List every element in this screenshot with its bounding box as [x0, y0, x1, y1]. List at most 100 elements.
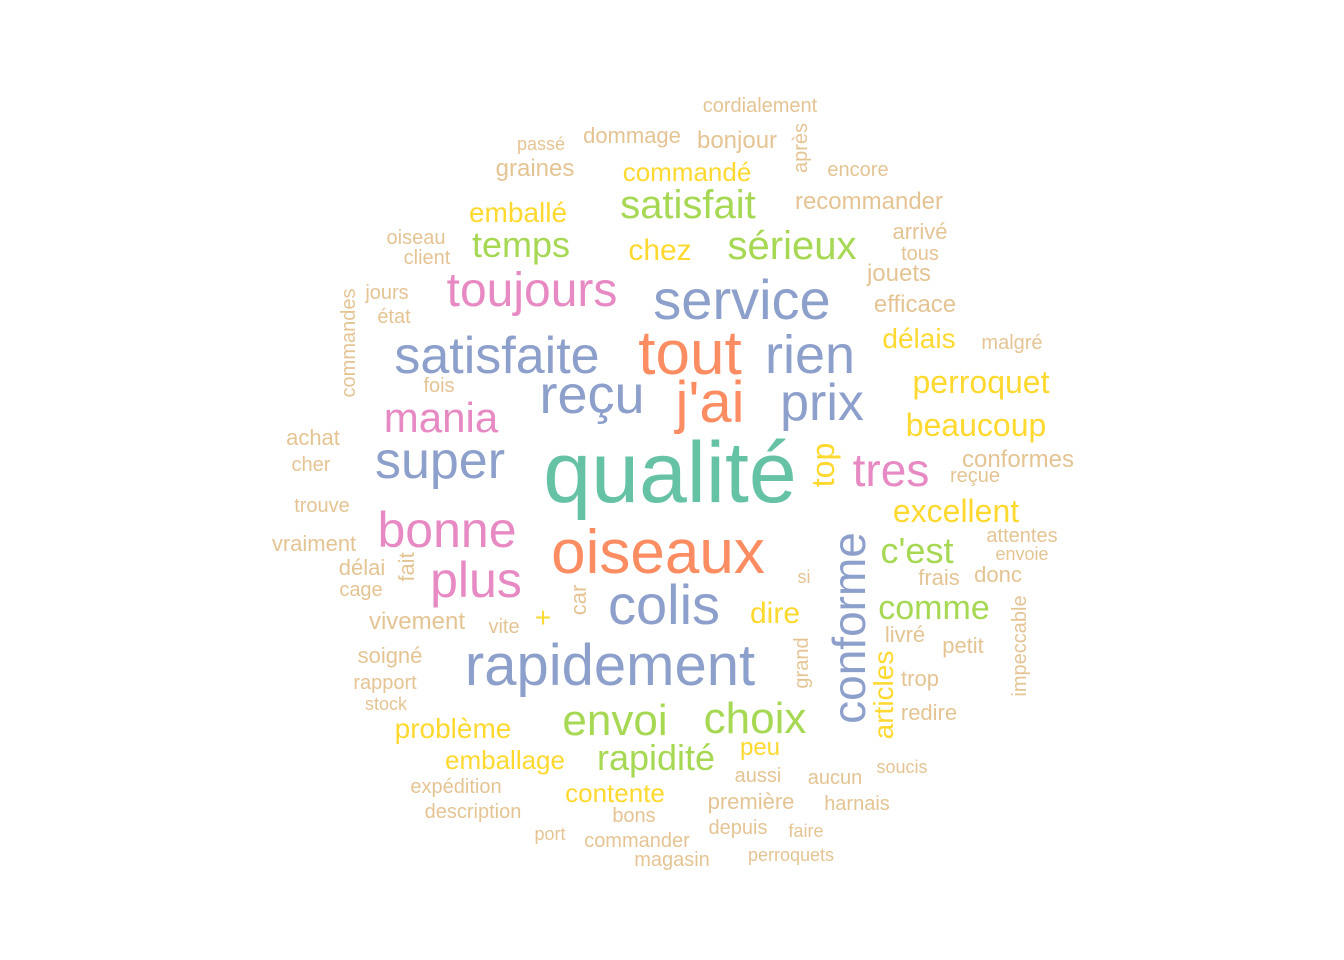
- word-51: client: [404, 247, 451, 269]
- word-4: j'ai: [673, 370, 744, 435]
- word-27: top: [805, 443, 841, 487]
- word-64: reçue: [950, 465, 1000, 487]
- word-37: emballage: [445, 745, 565, 775]
- word-71: cage: [339, 579, 382, 601]
- word-77: vite: [488, 616, 519, 638]
- word-87: aussi: [735, 765, 782, 787]
- word-78: impeccable: [1009, 595, 1031, 696]
- word-52: arrivé: [892, 219, 947, 244]
- word-32: dire: [750, 597, 800, 630]
- word-53: tous: [901, 243, 939, 265]
- word-43: passé: [517, 134, 565, 154]
- word-65: trouve: [294, 495, 350, 517]
- word-31: problème: [395, 713, 512, 744]
- word-66: attentes: [986, 525, 1057, 547]
- word-91: première: [708, 789, 795, 814]
- word-17: mania: [384, 394, 499, 441]
- word-21: satisfait: [620, 183, 756, 227]
- word-70: délai: [339, 555, 385, 580]
- word-67: envoie: [995, 544, 1048, 564]
- word-45: bonjour: [697, 127, 777, 154]
- word-8: service: [653, 268, 830, 331]
- word-100: perroquets: [748, 845, 834, 865]
- word-44: dommage: [583, 123, 681, 148]
- word-96: commander: [584, 830, 690, 852]
- word-75: car: [566, 585, 591, 616]
- word-33: chez: [628, 234, 691, 267]
- word-97: depuis: [709, 817, 768, 839]
- word-29: beaucoup: [906, 407, 1047, 443]
- word-48: encore: [827, 159, 888, 181]
- word-95: port: [534, 824, 565, 844]
- word-34: emballé: [469, 197, 567, 228]
- word-9: satisfaite: [394, 327, 599, 385]
- word-60: fois: [423, 375, 454, 397]
- word-92: harnais: [824, 793, 890, 815]
- word-57: état: [377, 306, 411, 328]
- word-6: colis: [608, 573, 720, 636]
- word-90: expédition: [410, 776, 501, 798]
- word-56: jours: [364, 282, 408, 304]
- word-83: rapport: [353, 672, 417, 694]
- word-72: si: [798, 567, 811, 587]
- word-84: trop: [901, 666, 939, 691]
- word-22: sérieux: [728, 224, 857, 268]
- word-23: rapidité: [597, 737, 715, 778]
- word-35: commandé: [623, 157, 752, 187]
- word-15: plus: [430, 552, 522, 608]
- word-55: commandes: [338, 289, 360, 398]
- word-38: contente: [565, 778, 665, 808]
- word-40: peu: [740, 734, 780, 761]
- word-13: super: [375, 432, 505, 490]
- word-7: conforme: [823, 532, 875, 724]
- word-80: petit: [942, 633, 984, 658]
- word-89: soucis: [876, 757, 927, 777]
- word-39: articles: [868, 651, 899, 740]
- word-74: donc: [974, 562, 1022, 587]
- word-69: fait: [394, 552, 419, 581]
- word-10: reçu: [539, 365, 644, 425]
- word-25: comme: [878, 589, 989, 627]
- word-46: après: [790, 123, 812, 173]
- word-63: conformes: [962, 446, 1074, 473]
- word-18: tres: [853, 444, 930, 496]
- word-93: description: [425, 801, 522, 823]
- word-11: rien: [765, 325, 855, 385]
- word-94: bons: [612, 805, 655, 827]
- word-50: oiseau: [387, 227, 446, 249]
- word-28: excellent: [893, 493, 1019, 529]
- word-82: grand: [791, 637, 813, 688]
- word-73: frais: [918, 565, 960, 590]
- word-68: vraiment: [272, 531, 356, 556]
- word-99: magasin: [634, 849, 710, 871]
- word-54: jouets: [866, 260, 931, 287]
- word-14: bonne: [377, 502, 516, 558]
- word-42: cordialement: [703, 95, 818, 117]
- word-86: redire: [901, 700, 957, 725]
- word-12: prix: [780, 374, 864, 432]
- word-19: envoi: [562, 696, 667, 745]
- word-16: toujours: [447, 264, 618, 317]
- word-26: temps: [472, 224, 570, 265]
- word-24: c'est: [881, 530, 954, 571]
- word-49: recommander: [795, 188, 943, 215]
- word-3: tout: [638, 319, 741, 388]
- word-20: choix: [704, 694, 807, 743]
- word-58: efficace: [874, 291, 956, 318]
- word-79: livré: [885, 622, 925, 647]
- word-85: stock: [365, 694, 408, 714]
- word-59: malgré: [981, 332, 1042, 354]
- word-47: graines: [496, 155, 575, 182]
- word-76: vivement: [369, 608, 465, 635]
- word-1: qualité: [543, 425, 796, 521]
- word-36: délais: [882, 323, 955, 354]
- word-2: oiseaux: [551, 518, 765, 587]
- word-61: achat: [286, 425, 340, 450]
- word-98: faire: [788, 821, 823, 841]
- word-30: perroquet: [913, 364, 1050, 400]
- word-62: cher: [292, 454, 331, 476]
- word-81: soigné: [358, 643, 423, 668]
- word-41: +: [535, 602, 551, 633]
